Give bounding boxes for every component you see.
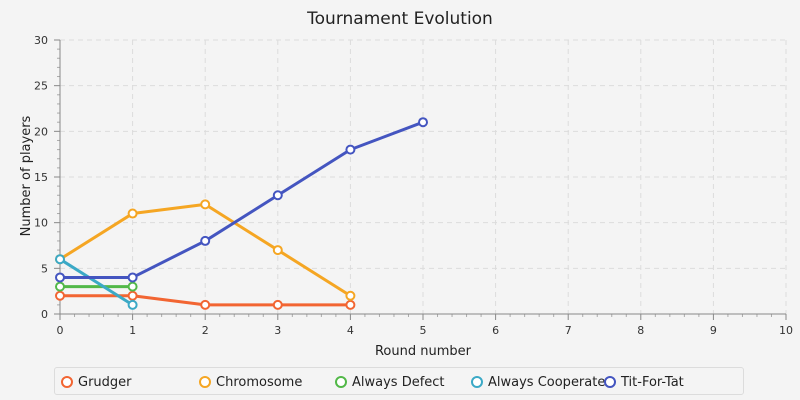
x-tick-label: 5	[420, 324, 427, 337]
y-tick-label: 30	[34, 34, 48, 47]
data-point-tit-for-tat	[418, 117, 428, 128]
data-point-tit-for-tat	[272, 190, 283, 201]
legend-marker-icon	[335, 376, 347, 388]
x-tick-label: 6	[492, 324, 499, 337]
legend-label: Always Defect	[352, 374, 445, 390]
x-tick-label: 8	[637, 324, 644, 337]
legend-label: Chromosome	[216, 374, 303, 390]
legend-marker-icon	[61, 376, 73, 388]
x-tick-label: 4	[347, 324, 354, 337]
legend-label: Grudger	[78, 374, 132, 390]
legend-label: Always Cooperate	[488, 374, 606, 390]
data-point-grudger	[200, 299, 211, 310]
data-point-chromosome	[345, 290, 356, 301]
legend-item-tit-for-tat: Tit-For-Tat	[604, 373, 684, 391]
x-tick-label: 9	[710, 324, 717, 337]
x-tick-label: 10	[779, 324, 793, 337]
x-tick-label: 0	[57, 324, 64, 337]
series-lines	[55, 117, 428, 310]
data-point-chromosome	[200, 199, 211, 210]
legend-marker-icon	[199, 376, 211, 388]
y-tick-label: 10	[34, 217, 48, 230]
data-point-tit-for-tat	[200, 235, 211, 246]
data-point-grudger	[127, 290, 138, 301]
data-point-always-defect	[127, 281, 138, 292]
data-point-grudger	[55, 290, 65, 301]
y-tick-label: 15	[34, 171, 48, 184]
data-point-always-defect	[55, 281, 65, 292]
y-tick-label: 25	[34, 80, 48, 93]
x-axis-label: Round number	[375, 344, 472, 359]
y-axis-label: Number of players	[19, 115, 34, 236]
data-point-grudger	[345, 299, 356, 310]
data-point-always-cooperate	[127, 299, 138, 310]
data-point-tit-for-tat	[345, 144, 356, 155]
y-tick-label: 5	[41, 262, 48, 275]
legend-item-chromosome: Chromosome	[199, 373, 302, 391]
data-point-always-cooperate	[55, 254, 65, 265]
axes: 0 1 2 3 4 5 6 7 8 9 10 0 5 10 15 20 25 30	[34, 34, 793, 337]
chart-title: Tournament Evolution	[306, 9, 493, 29]
legend-label: Tit-For-Tat	[621, 374, 684, 390]
data-point-chromosome	[272, 245, 283, 256]
x-tick-label: 2	[202, 324, 209, 337]
data-point-tit-for-tat	[55, 272, 65, 283]
data-point-grudger	[272, 299, 283, 310]
grid-lines	[60, 39, 787, 314]
legend-item-grudger: Grudger	[61, 373, 132, 391]
data-point-tit-for-tat	[127, 272, 138, 283]
x-tick-label: 7	[565, 324, 572, 337]
legend-marker-icon	[604, 376, 616, 388]
series-line-always-cooperate	[59, 257, 134, 307]
y-tick-label: 20	[34, 125, 48, 138]
y-tick-label: 0	[41, 308, 48, 321]
x-tick-label: 3	[274, 324, 281, 337]
series-line-tit-for-tat	[60, 120, 424, 279]
legend-marker-icon	[471, 376, 483, 388]
x-tick-label: 1	[129, 324, 136, 337]
legend-item-always-cooperate: Always Cooperate	[471, 373, 605, 391]
chart-legend: Grudger Chromosome Always Defect Always Coo…	[54, 367, 744, 395]
legend-item-always-defect: Always Defect	[335, 373, 445, 391]
data-point-chromosome	[127, 208, 138, 219]
